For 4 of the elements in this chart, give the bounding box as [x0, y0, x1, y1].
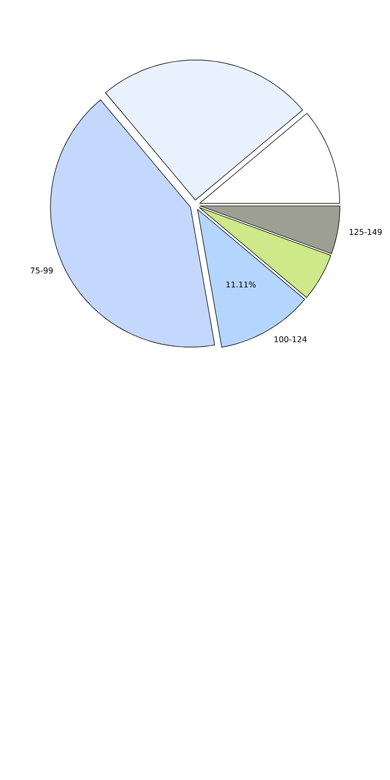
data-label: 11.11%: [226, 281, 256, 288]
slice-label: 75-99: [30, 267, 53, 274]
slice-label: 100-124: [274, 336, 307, 342]
slice-label: 125-149: [350, 228, 382, 235]
